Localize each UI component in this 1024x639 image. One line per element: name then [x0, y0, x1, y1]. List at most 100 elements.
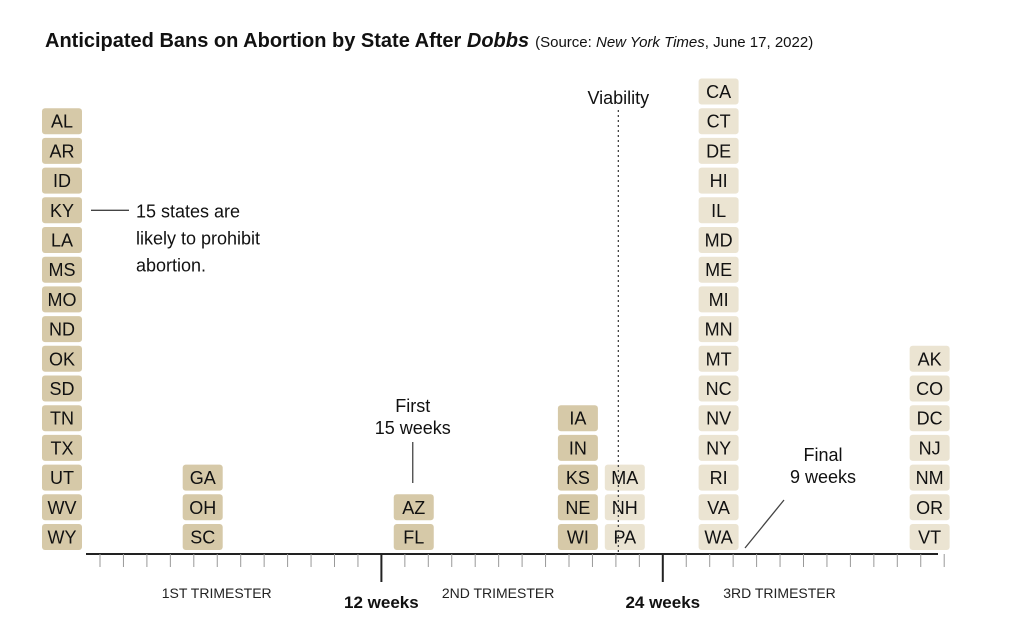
- state-label: OK: [49, 349, 75, 369]
- state-label: PA: [613, 528, 636, 548]
- state-box-ia: IA: [557, 405, 598, 432]
- state-label: FL: [403, 528, 424, 548]
- state-label: WA: [704, 528, 732, 548]
- state-label: HI: [710, 171, 728, 191]
- state-box-bg: [909, 405, 950, 432]
- state-column-37w: VT OR NM NJ DC CO AK: [909, 345, 950, 550]
- state-box-in: IN: [557, 434, 598, 461]
- state-box-bg: [393, 524, 434, 550]
- state-label: VT: [918, 528, 941, 548]
- state-label: MD: [705, 231, 733, 251]
- state-box-bg: [604, 464, 645, 491]
- week-marker-label: 12 weeks: [344, 593, 419, 612]
- state-box-bg: [698, 375, 739, 402]
- state-box-wa: WA: [698, 524, 739, 550]
- state-label: OR: [916, 498, 943, 518]
- state-label: ND: [49, 320, 75, 340]
- state-label: IL: [711, 201, 726, 221]
- state-label: AZ: [402, 498, 425, 518]
- state-box-bg: [557, 524, 598, 550]
- state-label: MI: [709, 290, 729, 310]
- state-box-ma: MA: [604, 464, 645, 491]
- state-box-bg: [698, 197, 739, 224]
- state-box-bg: [393, 494, 434, 521]
- state-column-0w: WY WV UT TX TN SD OK ND MO MS LA KY ID AR AL: [42, 108, 82, 550]
- state-column-22w: WI NE KS IN IA: [557, 405, 598, 550]
- state-box-oh: OH: [182, 494, 223, 521]
- state-box-nm: NM: [909, 464, 950, 491]
- state-box-me: ME: [698, 256, 739, 283]
- state-label: TN: [50, 409, 74, 429]
- state-label: VA: [707, 498, 730, 518]
- state-box-bg: [698, 316, 739, 343]
- state-box-bg: [42, 316, 82, 343]
- state-box-de: DE: [698, 137, 739, 164]
- state-box-sd: SD: [42, 375, 82, 402]
- state-box-mn: MN: [698, 316, 739, 343]
- state-box-bg: [909, 524, 950, 550]
- state-label: NH: [612, 498, 638, 518]
- state-label: GA: [190, 468, 216, 488]
- state-box-pa: PA: [604, 524, 645, 550]
- state-box-id: ID: [42, 167, 82, 194]
- week-marker-label: 24 weeks: [625, 593, 700, 612]
- state-box-bg: [42, 256, 82, 283]
- state-label: LA: [51, 231, 73, 251]
- state-box-ga: GA: [182, 464, 223, 491]
- state-box-bg: [698, 405, 739, 432]
- state-box-al: AL: [42, 108, 82, 135]
- state-label: CA: [706, 82, 731, 102]
- state-box-bg: [698, 137, 739, 164]
- state-box-mi: MI: [698, 286, 739, 313]
- state-box-il: IL: [698, 197, 739, 224]
- state-box-ak: AK: [909, 345, 950, 372]
- state-box-bg: [42, 524, 82, 550]
- state-label: AR: [49, 141, 74, 161]
- state-box-nj: NJ: [909, 434, 950, 461]
- state-box-ok: OK: [42, 345, 82, 372]
- state-label: OH: [189, 498, 216, 518]
- state-label: MO: [48, 290, 77, 310]
- state-box-bg: [42, 108, 82, 135]
- prohibit-annotation-text: abortion.: [136, 255, 206, 275]
- prohibit-annotation-text: likely to prohibit: [136, 228, 260, 248]
- state-box-bg: [698, 464, 739, 491]
- state-label: IA: [569, 409, 586, 429]
- state-label: IN: [569, 438, 587, 458]
- state-label: ID: [53, 171, 71, 191]
- trimester-label: 2ND TRIMESTER: [442, 585, 555, 601]
- state-label: NJ: [919, 438, 941, 458]
- state-box-ny: NY: [698, 434, 739, 461]
- state-column-28w: WA VA RI NY NV NC MT MN MI ME MD IL HI DE CT CA: [698, 78, 739, 550]
- state-box-bg: [604, 494, 645, 521]
- state-box-va: VA: [698, 494, 739, 521]
- state-box-bg: [557, 405, 598, 432]
- prohibit-annotation-text: 15 states are: [136, 201, 240, 221]
- state-box-bg: [698, 108, 739, 135]
- state-box-wy: WY: [42, 524, 82, 550]
- state-label: UT: [50, 468, 74, 488]
- state-box-nv: NV: [698, 405, 739, 432]
- state-label: WY: [48, 528, 77, 548]
- state-box-wv: WV: [42, 494, 82, 521]
- state-box-nd: ND: [42, 316, 82, 343]
- state-box-az: AZ: [393, 494, 434, 521]
- state-label: SD: [49, 379, 74, 399]
- state-label: NC: [706, 379, 732, 399]
- state-box-ms: MS: [42, 256, 82, 283]
- state-box-nh: NH: [604, 494, 645, 521]
- first-annotation-text: 15 weeks: [375, 418, 451, 438]
- state-box-bg: [698, 167, 739, 194]
- state-box-la: LA: [42, 227, 82, 253]
- state-box-ne: NE: [557, 494, 598, 521]
- title-main: Anticipated Bans on Abortion by State Af…: [45, 30, 530, 52]
- state-box-bg: [42, 464, 82, 491]
- state-label: DC: [917, 409, 943, 429]
- state-box-bg: [42, 494, 82, 521]
- state-box-bg: [42, 197, 82, 224]
- state-box-bg: [182, 464, 223, 491]
- state-box-bg: [698, 524, 739, 550]
- state-box-bg: [42, 286, 82, 313]
- state-box-hi: HI: [698, 167, 739, 194]
- state-box-bg: [909, 345, 950, 372]
